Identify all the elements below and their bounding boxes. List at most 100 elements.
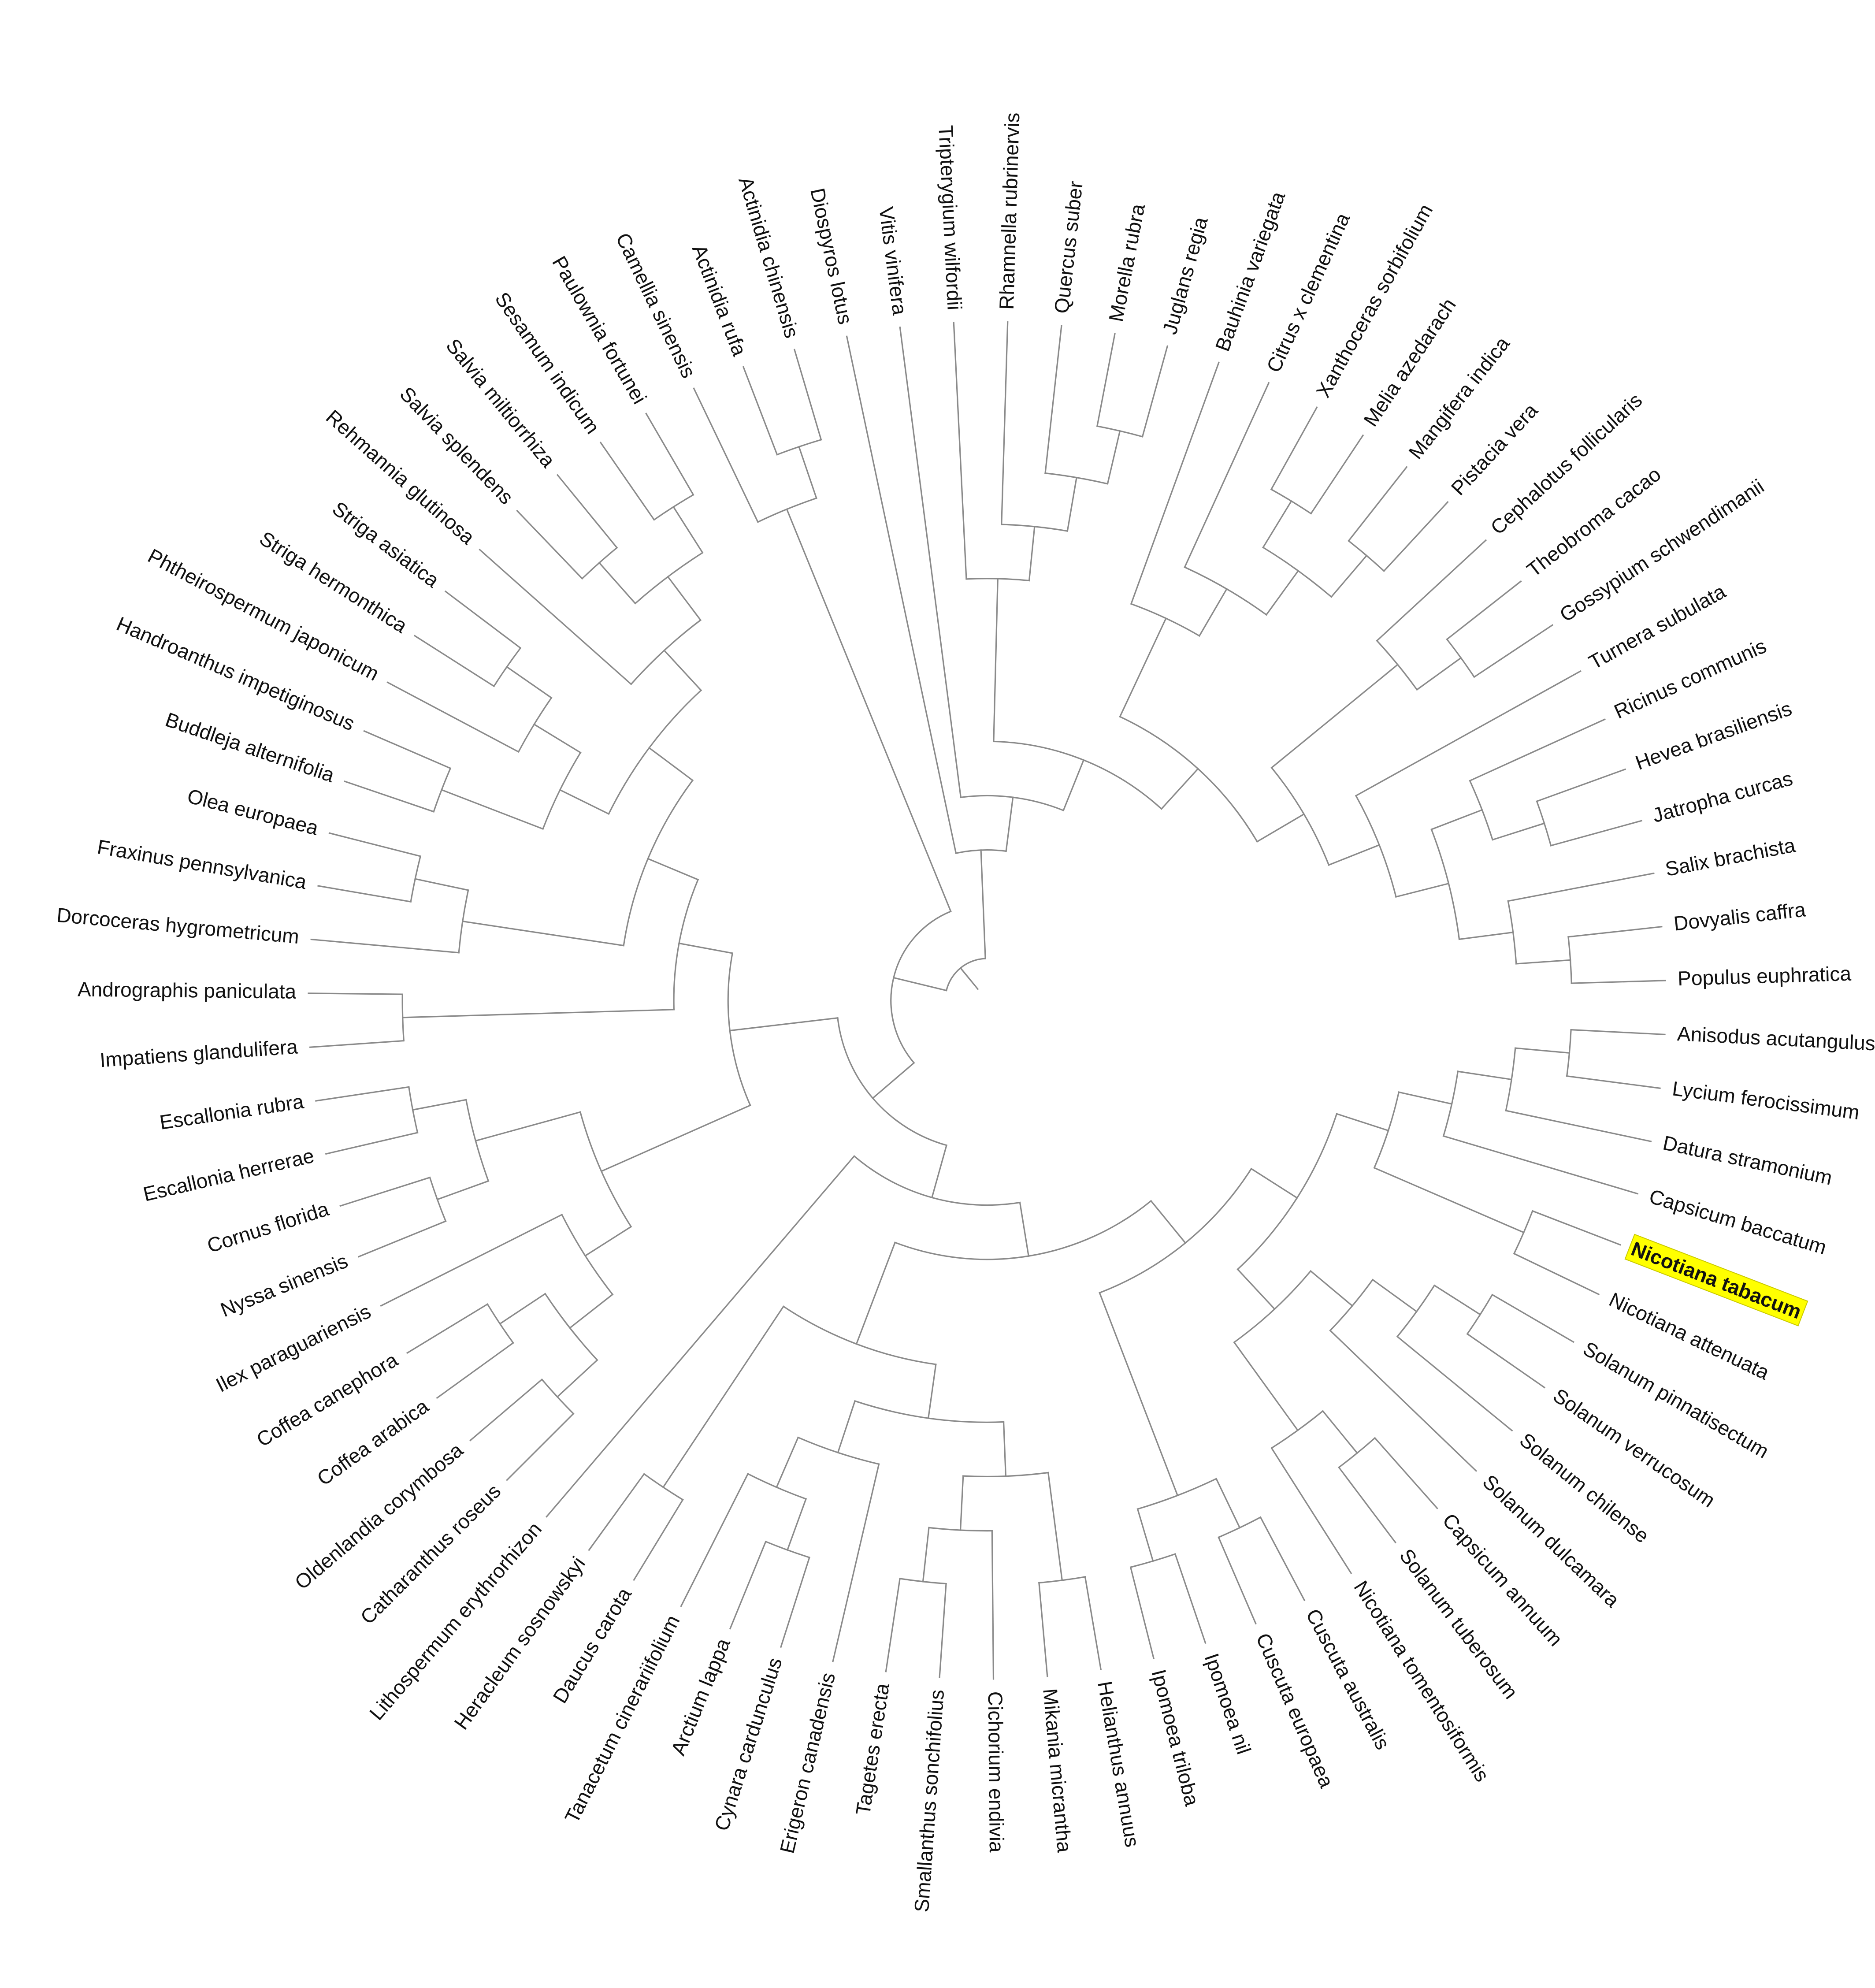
leaf-branch — [900, 327, 961, 798]
leaf-branch — [517, 511, 583, 579]
internal-branch — [1515, 1048, 1570, 1053]
internal-branch — [557, 1360, 598, 1397]
clade-arc — [891, 911, 951, 1063]
leaf-branch — [833, 1464, 879, 1661]
internal-branch — [599, 563, 635, 603]
clade-arc — [777, 440, 821, 455]
leaf-label: Jatropha curcas — [1650, 767, 1795, 827]
internal-branch — [1048, 1473, 1062, 1580]
leaf-label: Handroanthus impetiginosus — [113, 612, 358, 735]
clade-arc — [434, 768, 450, 811]
leaf-branch — [601, 442, 654, 520]
clade-arc — [1537, 801, 1551, 846]
internal-branch — [1266, 571, 1298, 615]
internal-branch — [1216, 1479, 1240, 1527]
internal-branch — [664, 650, 701, 691]
leaf-branch — [634, 1500, 683, 1580]
internal-branch — [1399, 1092, 1452, 1104]
leaf-branch — [1571, 981, 1665, 983]
leaf-branch — [318, 886, 411, 902]
internal-branch — [1151, 1201, 1185, 1243]
leaf-label: Phtheirospermum japonicum — [144, 544, 383, 685]
internal-branch — [1311, 1271, 1352, 1306]
leaf-branch — [364, 731, 450, 769]
leaf-label: Salix brachista — [1663, 833, 1797, 881]
leaf-branch — [1492, 1295, 1573, 1342]
leaf-branch — [1470, 719, 1605, 780]
leaf-label: Mikania micrantha — [1039, 1687, 1076, 1854]
leaf-branch — [1348, 467, 1407, 541]
clade-arc — [644, 1474, 683, 1500]
internal-branch — [437, 1181, 488, 1200]
internal-branch — [1257, 814, 1304, 841]
internal-branch — [560, 790, 609, 814]
leaf-label: Escallonia herrerae — [141, 1144, 316, 1206]
leaf-branch — [415, 636, 494, 687]
leaf-branch — [1571, 1030, 1665, 1035]
leaf-branch — [1444, 1136, 1638, 1194]
leaf-branch — [681, 1474, 748, 1606]
internal-branch — [1199, 589, 1227, 635]
clade-arc — [654, 495, 693, 520]
leaf-branch — [446, 591, 520, 648]
clade-arc — [487, 1304, 513, 1343]
internal-branch — [1251, 1169, 1297, 1198]
leaf-branch — [886, 1579, 900, 1672]
leaf-branch — [1175, 1554, 1206, 1643]
leaf-branch — [557, 475, 617, 548]
leaf-label: Hevea brasiliensis — [1632, 697, 1795, 774]
internal-branch — [413, 1100, 466, 1110]
leaf-branch — [1447, 581, 1521, 639]
internal-branch — [799, 447, 817, 498]
clade-arc — [895, 1201, 1151, 1260]
leaf-branch — [1377, 540, 1486, 641]
leaf-branch — [1467, 1334, 1545, 1388]
clade-arc — [494, 648, 520, 686]
leaf-branch — [1506, 1111, 1651, 1141]
leaf-label: Ipomoea nil — [1200, 1650, 1255, 1757]
leaf-branch — [470, 1379, 542, 1440]
leaf-branch — [1375, 1438, 1437, 1509]
internal-branch — [585, 1226, 631, 1256]
internal-branch — [1020, 1203, 1028, 1256]
leaf-branch — [939, 1584, 946, 1678]
leaf-branch — [1131, 1567, 1154, 1658]
internal-branch — [730, 1018, 838, 1031]
internal-branch — [928, 1364, 936, 1418]
leaf-label: Impatiens glandulifera — [99, 1035, 299, 1071]
internal-branch — [1373, 1280, 1417, 1312]
leaf-label: Buddleja alternifolia — [163, 708, 338, 787]
internal-branch — [873, 1063, 914, 1098]
leaf-label: Quercus suber — [1050, 180, 1087, 315]
leaf-label: Rhamnella rubrinervis — [995, 112, 1024, 310]
leaf-label: Bauhinia variegata — [1210, 189, 1289, 354]
leaf-label: Arctium lappa — [666, 1635, 735, 1758]
leaf-branch — [316, 1087, 409, 1101]
leaf-branch — [1097, 334, 1115, 426]
internal-branch — [1063, 760, 1084, 810]
internal-branch — [668, 577, 701, 620]
clade-arc — [1097, 426, 1143, 437]
leaf-label: Actinidia chinensis — [734, 174, 803, 341]
clade-arc — [430, 1178, 446, 1221]
internal-branch — [570, 1294, 613, 1328]
internal-branch — [776, 1438, 798, 1487]
leaf-label: Smallanthus sonchifolius — [910, 1689, 948, 1913]
internal-branch — [442, 790, 543, 829]
leaf-label: Oldenlandia corymbosa — [290, 1438, 468, 1594]
leaf-label: Cichorium endivia — [984, 1691, 1008, 1853]
leaf-label: Nicotiana tomentosiformis — [1349, 1576, 1494, 1786]
leaf-branch — [1002, 322, 1008, 524]
internal-branch — [1434, 1286, 1480, 1315]
internal-branch — [1162, 769, 1198, 809]
internal-branch — [403, 1010, 674, 1018]
internal-branch — [1459, 933, 1513, 940]
leaf-label: Cynara cardunculus — [710, 1655, 787, 1834]
internal-branch — [1029, 527, 1035, 581]
leaf-label: Nyssa sinensis — [217, 1249, 351, 1321]
leaf-label: Dovyalis caffra — [1672, 898, 1807, 935]
clade-arc — [1514, 1211, 1533, 1254]
leaf-branch — [1474, 625, 1552, 677]
leaf-label: Cornus florida — [204, 1197, 332, 1257]
